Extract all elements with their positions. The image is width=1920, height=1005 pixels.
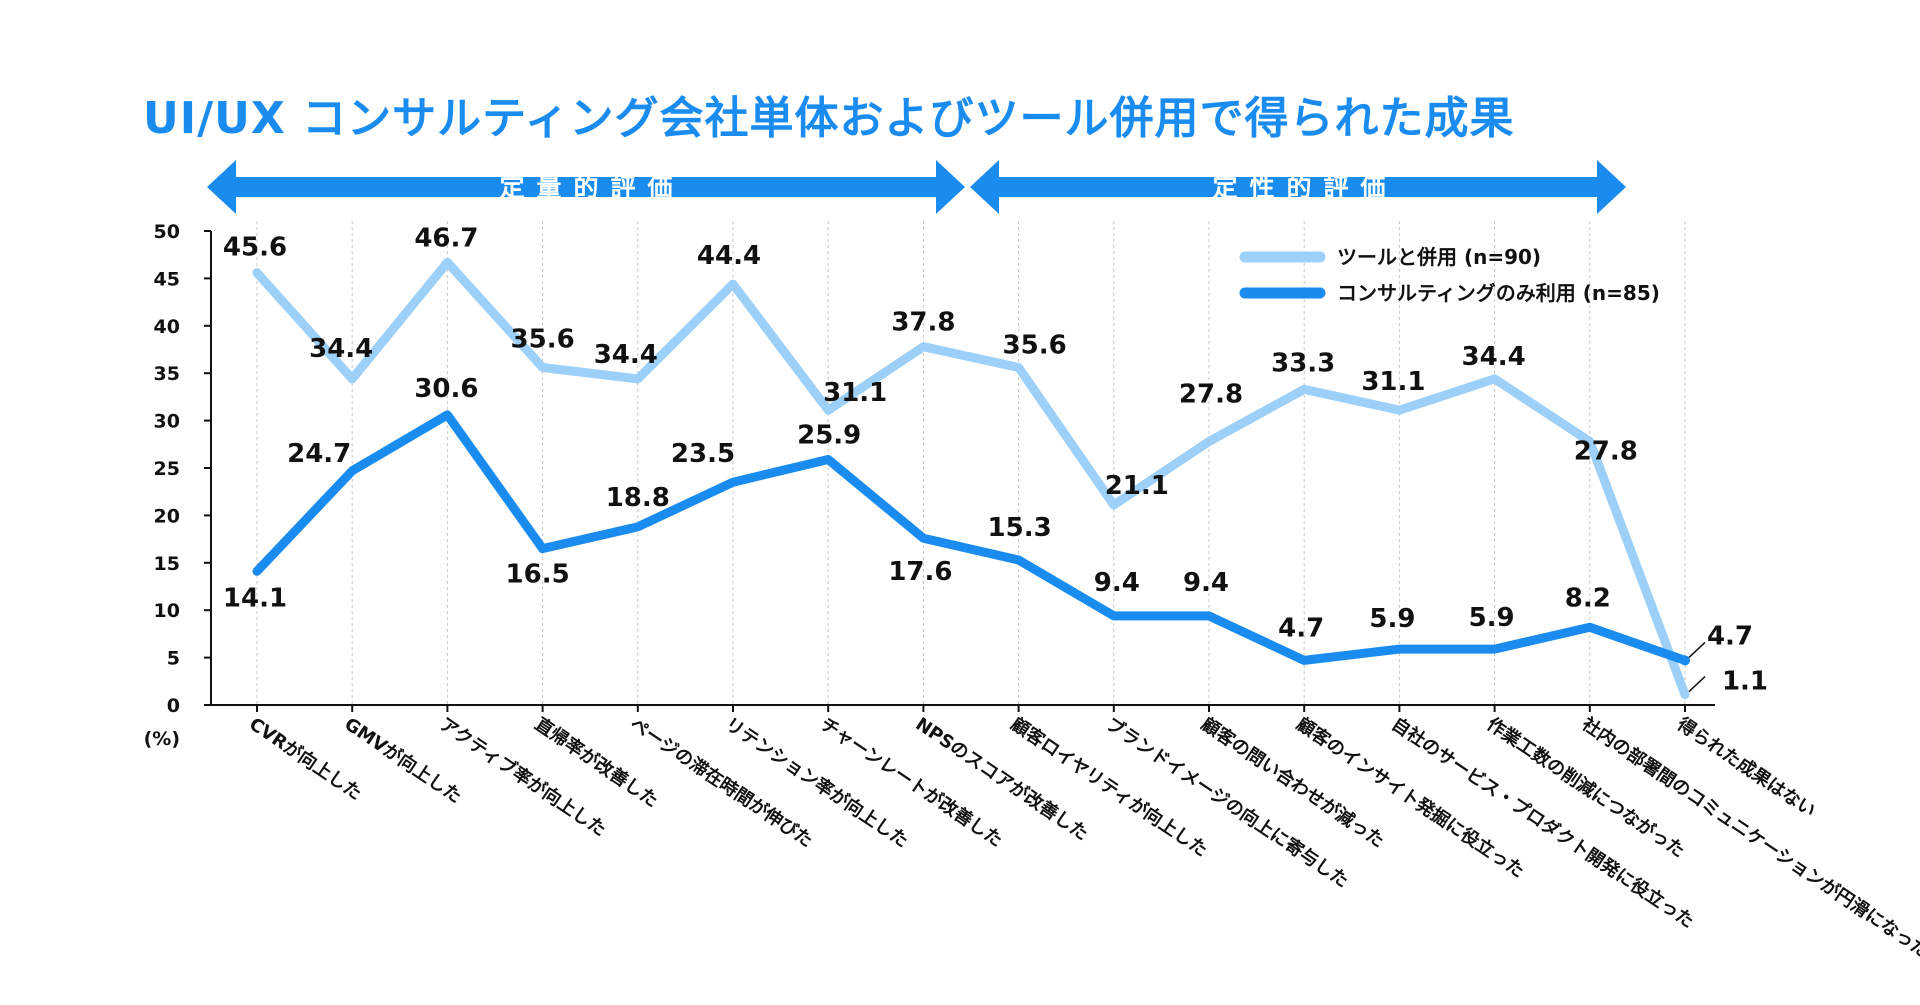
data-label: 27.8 xyxy=(1179,379,1243,409)
data-label: 16.5 xyxy=(506,560,570,590)
y-tick-label: 45 xyxy=(154,268,180,290)
y-tick-label: 20 xyxy=(154,505,180,527)
series-line-consulting xyxy=(252,410,1690,665)
data-label: 25.9 xyxy=(797,420,861,450)
data-label: 21.1 xyxy=(1105,471,1169,501)
quantitative-arrow xyxy=(207,160,965,214)
x-category-label: ページの滞在時間が伸びた xyxy=(626,713,817,852)
legend-label-tool: ツールと併用 (n=90) xyxy=(1337,245,1541,269)
data-label: 46.7 xyxy=(414,223,478,253)
data-label: 9.4 xyxy=(1094,568,1140,598)
x-category-label: 社内の部署間のコミュニケーションが円滑になった xyxy=(1578,713,1920,963)
x-axis: CVRが向上したGMVが向上したアクティブ率が向上した直帰率が改善したページの滞… xyxy=(210,704,1920,963)
qualitative-arrow xyxy=(970,160,1626,214)
data-label: 31.1 xyxy=(1361,367,1425,397)
series-lines xyxy=(252,257,1690,700)
data-label: 31.1 xyxy=(823,378,887,408)
data-label: 8.2 xyxy=(1565,583,1611,613)
x-category-label: アクティブ率が向上した xyxy=(436,713,611,841)
y-tick-label: 50 xyxy=(154,221,180,243)
data-label: 44.4 xyxy=(697,241,761,271)
series-line-tool xyxy=(252,257,1690,700)
data-label: 33.3 xyxy=(1271,348,1335,378)
y-tick-label: 15 xyxy=(154,553,180,575)
y-tick-label: 35 xyxy=(154,363,180,385)
data-label: 9.4 xyxy=(1183,568,1229,598)
data-label: 5.9 xyxy=(1369,604,1415,634)
y-tick-label: 0 xyxy=(167,695,180,717)
data-label: 27.8 xyxy=(1574,436,1638,466)
end-marker xyxy=(1680,655,1690,666)
y-tick-label: 10 xyxy=(154,600,180,622)
quantitative-label: 定量的評価 xyxy=(499,173,684,202)
leader-line xyxy=(1688,676,1706,693)
data-label: 34.4 xyxy=(1462,342,1526,372)
y-tick-label: 40 xyxy=(154,316,180,338)
y-axis-title: (%) xyxy=(144,728,180,750)
x-category-label: NPSのスコアが改善した xyxy=(912,713,1093,845)
data-label: 34.4 xyxy=(594,340,658,370)
chart-title: UI/UX コンサルティング会社単体およびツール併用で得られた成果 xyxy=(143,93,1515,144)
x-category-label: 顧客の問い合わせが減った xyxy=(1197,713,1388,852)
data-label: 34.4 xyxy=(309,334,373,364)
y-tick-label: 30 xyxy=(154,411,180,433)
data-labels: 45.6 34.4 46.7 35.6 34.4 44.4 31.1 37.8 35.6 21.1… xyxy=(223,223,1768,696)
data-label: 45.6 xyxy=(223,233,287,263)
legend-label-consulting: コンサルティングのみ利用 (n=85) xyxy=(1337,281,1660,305)
y-axis: 0 5 10 15 20 25 30 35 40 45 50 (%) xyxy=(144,221,212,750)
data-label: 15.3 xyxy=(988,513,1052,543)
leader-line xyxy=(1688,641,1706,658)
data-label: 17.6 xyxy=(888,557,952,587)
legend: ツールと併用 (n=90) コンサルティングのみ利用 (n=85) xyxy=(1239,245,1660,305)
data-label: 23.5 xyxy=(671,439,735,469)
data-label: 5.9 xyxy=(1469,603,1515,633)
qualitative-label: 定性的評価 xyxy=(1212,173,1397,202)
y-tick-label: 25 xyxy=(154,458,180,480)
y-tick-label: 5 xyxy=(167,648,180,670)
data-label: 37.8 xyxy=(891,308,955,338)
x-category-label: チャーンレートが改善した xyxy=(816,713,1006,851)
data-label: 24.7 xyxy=(287,439,351,469)
x-category-label: リテンション率が向上した xyxy=(721,713,912,852)
data-label: 4.7 xyxy=(1278,613,1324,643)
data-label: 4.7 xyxy=(1707,621,1753,651)
data-label: 14.1 xyxy=(223,583,287,613)
data-label: 35.6 xyxy=(511,325,575,355)
data-label: 18.8 xyxy=(606,483,670,513)
data-label: 30.6 xyxy=(414,374,478,404)
data-label: 35.6 xyxy=(1003,331,1067,361)
data-label: 1.1 xyxy=(1722,667,1768,697)
